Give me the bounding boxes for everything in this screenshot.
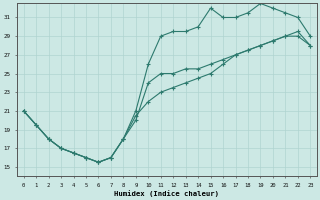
X-axis label: Humidex (Indice chaleur): Humidex (Indice chaleur) (115, 190, 220, 197)
